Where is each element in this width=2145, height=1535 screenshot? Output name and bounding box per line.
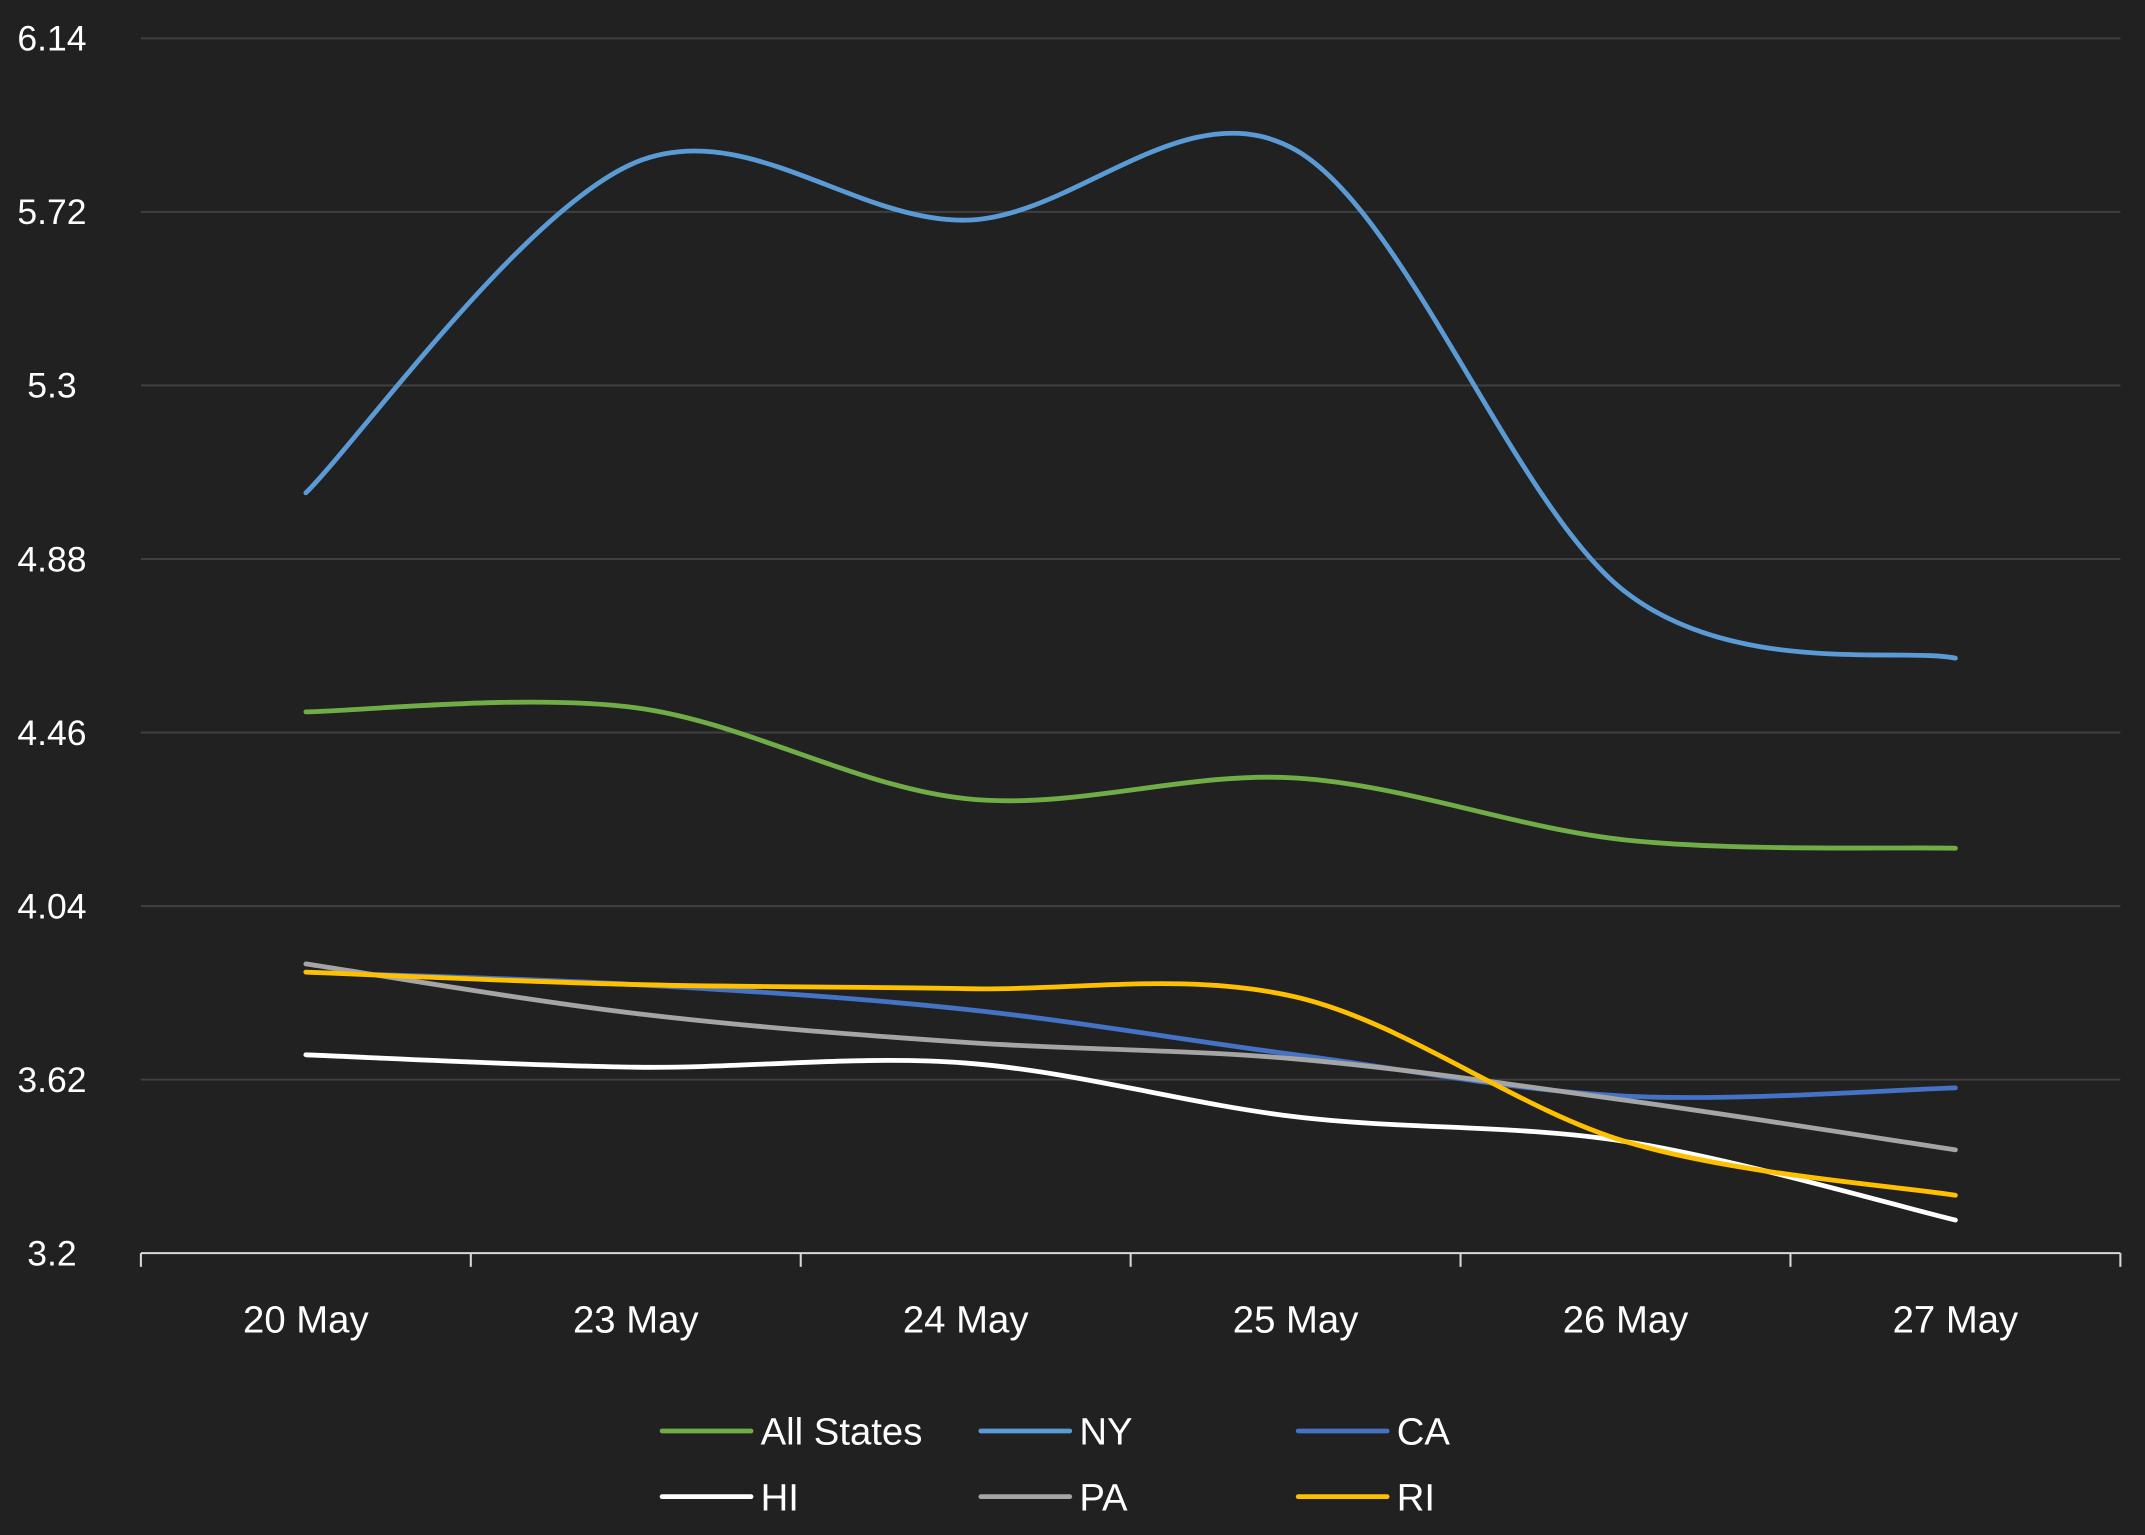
y-tick-label: 4.88 (17, 539, 86, 579)
series-lines (303, 130, 1958, 1223)
y-axis-tick-labels: 3.2 3.62 4.04 4.46 4.88 5.3 5.72 6.14 (17, 19, 86, 1274)
series-line-ri (303, 969, 1958, 1198)
x-tick-label: 24 May (903, 1298, 1029, 1341)
y-tick-label: 4.46 (17, 713, 86, 753)
y-tick-label: 4.04 (17, 886, 86, 926)
series-line-pa (303, 961, 1958, 1153)
grid-lines (140, 37, 2121, 1081)
series-line-ny (303, 130, 1958, 661)
x-axis: 20 May 23 May 24 May 25 May 26 May 27 May (139, 1252, 2122, 1341)
legend-label: PA (1079, 1476, 1128, 1519)
x-tick-label: 23 May (573, 1298, 699, 1341)
x-tick-label: 20 May (243, 1298, 369, 1341)
y-tick-label: 5.3 (27, 366, 76, 406)
legend-label: All States (761, 1411, 923, 1454)
y-tick-label: 5.72 (17, 192, 86, 232)
legend-label: HI (761, 1476, 799, 1519)
legend-label: RI (1397, 1476, 1435, 1519)
series-line-all-states (303, 699, 1958, 851)
legend-label: CA (1397, 1411, 1451, 1454)
series-line-hi (303, 1052, 1958, 1223)
y-tick-label: 3.2 (27, 1233, 76, 1273)
legend: All States NY CA HI PA RI (659, 1411, 1451, 1519)
y-tick-label: 6.14 (17, 19, 86, 59)
x-tick-label: 25 May (1233, 1298, 1359, 1341)
x-tick-label: 26 May (1563, 1298, 1689, 1341)
legend-label: NY (1079, 1411, 1132, 1454)
y-tick-label: 3.62 (17, 1060, 86, 1100)
x-tick-label: 27 May (1893, 1298, 2019, 1341)
